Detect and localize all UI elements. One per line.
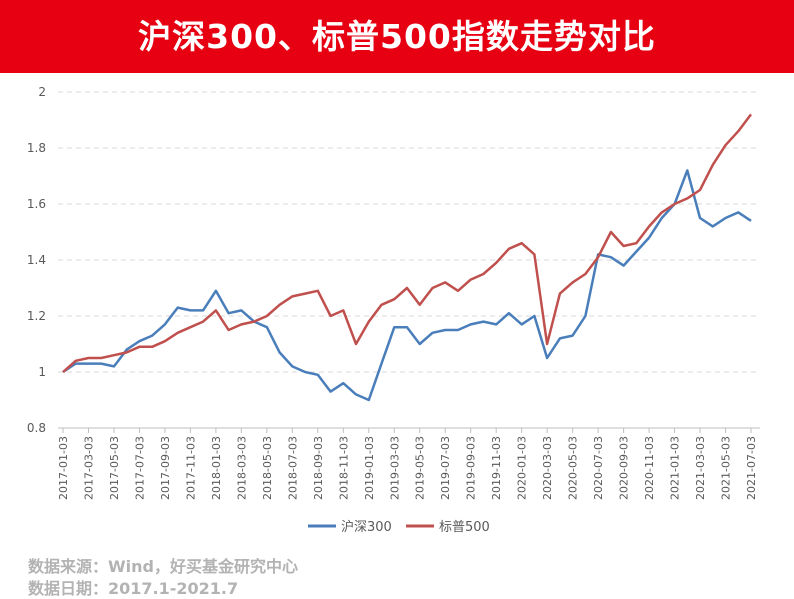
x-tick-label: 2020-07-03 <box>592 436 605 500</box>
line-chart: 0.811.21.41.61.82 2017-01-03 2017-03-03 20… <box>27 85 760 535</box>
x-tick-label: 2020-09-03 <box>618 436 631 500</box>
x-tick-label: 2018-11-03 <box>337 436 350 500</box>
title-banner <box>0 0 794 73</box>
y-tick-label: 1.8 <box>27 141 46 155</box>
series-lines <box>62 113 752 402</box>
grid-lines <box>58 91 760 373</box>
chart-title: 沪深300、标普500指数走势对比 <box>138 17 656 56</box>
x-tick-label: 2019-01-03 <box>363 436 376 500</box>
x-tick-label: 2020-05-03 <box>567 436 580 500</box>
x-tick-label: 2018-01-03 <box>210 436 223 500</box>
x-tick-label: 2020-11-03 <box>643 436 656 500</box>
legend-label: 标普500 <box>439 520 490 535</box>
legend: 沪深300 标普500 <box>308 519 490 535</box>
x-tick-label: 2017-01-03 <box>57 436 70 500</box>
series-line-hs300 <box>62 169 752 402</box>
x-tick-label: 2018-03-03 <box>235 436 248 500</box>
series-line-sp500 <box>62 113 752 373</box>
x-tick-label: 2017-11-03 <box>184 436 197 500</box>
date-range-note: 数据日期：2017.1-2021.7 <box>28 579 239 598</box>
y-tick-label: 1.6 <box>27 197 46 211</box>
x-axis: 2017-01-03 2017-03-03 2017-05-03 2017-07-03… <box>57 428 758 500</box>
x-tick-label: 2020-03-03 <box>541 436 554 500</box>
y-tick-label: 2 <box>38 85 46 99</box>
x-tick-label: 2021-03-03 <box>694 436 707 500</box>
legend-label: 沪深300 <box>341 519 392 535</box>
x-tick-label: 2019-09-03 <box>465 436 478 500</box>
x-tick-label: 2019-03-03 <box>388 436 401 500</box>
x-tick-label: 2017-09-03 <box>159 436 172 500</box>
x-tick-label: 2020-01-03 <box>516 436 529 500</box>
y-tick-label: 0.8 <box>27 421 46 435</box>
x-tick-label: 2018-07-03 <box>286 436 299 500</box>
y-axis: 0.8 1 1.2 1.4 1.6 1.8 2 <box>27 85 760 435</box>
x-tick-label: 2021-01-03 <box>669 436 682 500</box>
y-tick-label: 1.2 <box>27 309 46 323</box>
x-tick-label: 2017-05-03 <box>108 436 121 500</box>
x-tick-label: 2019-05-03 <box>414 436 427 500</box>
source-note: 数据来源：Wind，好买基金研究中心 <box>28 557 298 576</box>
y-tick-label: 1.4 <box>27 253 46 267</box>
x-tick-label: 2017-03-03 <box>82 436 95 500</box>
y-tick-label: 1 <box>38 365 46 379</box>
x-tick-label: 2017-07-03 <box>133 436 146 500</box>
x-tick-label: 2018-09-03 <box>312 436 325 500</box>
x-tick-label: 2021-07-03 <box>745 436 758 500</box>
x-tick-label: 2019-11-03 <box>490 436 503 500</box>
x-tick-label: 2021-05-03 <box>720 436 733 500</box>
x-tick-label: 2019-07-03 <box>439 436 452 500</box>
x-tick-label: 2018-05-03 <box>261 436 274 500</box>
